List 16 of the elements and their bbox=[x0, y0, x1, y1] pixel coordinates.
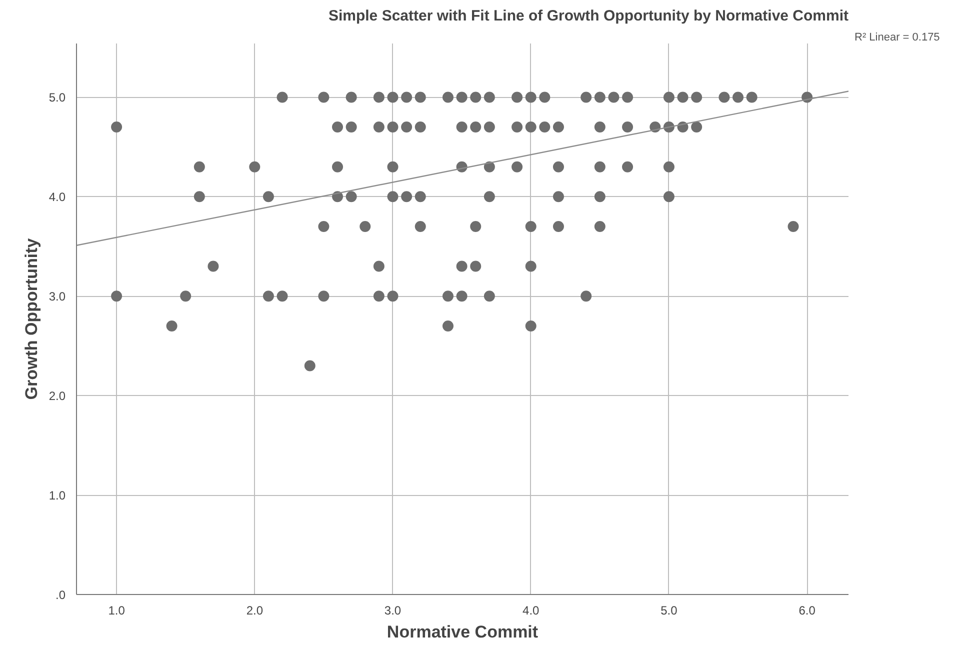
y-tick-label: 1.0 bbox=[48, 488, 66, 503]
chart-title: Simple Scatter with Fit Line of Growth Opportunity by Normative Commit bbox=[328, 8, 849, 24]
y-tick-label: 2.0 bbox=[48, 389, 66, 404]
y-axis-title: Growth Opportunity bbox=[22, 238, 41, 400]
x-tick-label: 3.0 bbox=[384, 604, 402, 618]
x-tick-label: 2.0 bbox=[246, 604, 264, 618]
x-tick-label: 4.0 bbox=[522, 604, 540, 618]
x-tick-label: 1.0 bbox=[108, 604, 126, 618]
x-tick-label: 6.0 bbox=[798, 604, 816, 618]
x-axis-title: Normative Commit bbox=[386, 622, 538, 642]
y-tick-label: 3.0 bbox=[48, 290, 66, 304]
y-tick-label: 5.0 bbox=[48, 90, 66, 105]
y-tick-label: 4.0 bbox=[48, 190, 66, 204]
x-tick-label: 5.0 bbox=[660, 604, 678, 618]
y-tick-label: .0 bbox=[55, 588, 66, 602]
text: R² Linear = 0.175 bbox=[854, 32, 940, 44]
